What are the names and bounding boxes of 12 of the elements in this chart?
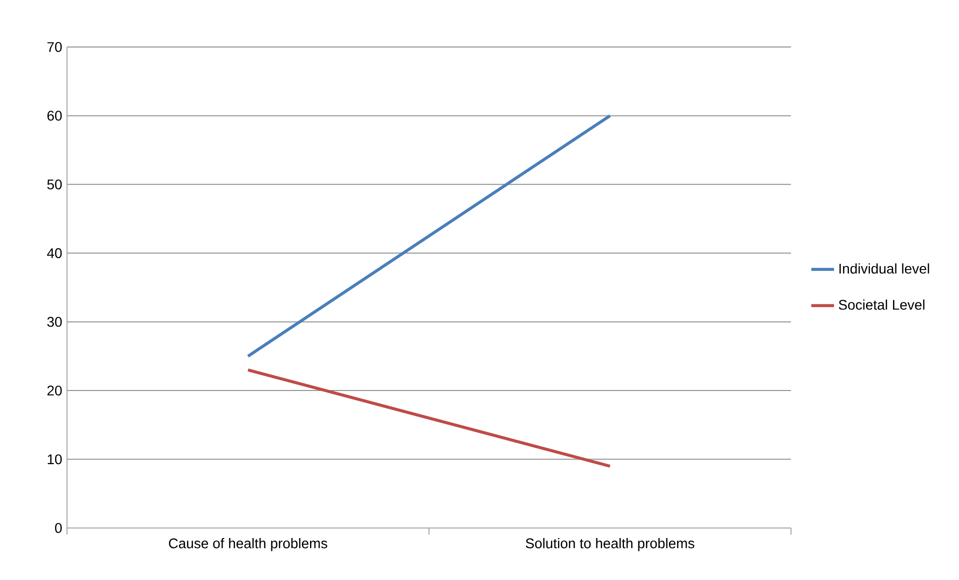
y-tick-label: 20 [47, 386, 62, 396]
y-tick-label: 0 [55, 523, 62, 533]
y-tick-label: 70 [47, 42, 62, 52]
legend-label: Societal Level [838, 299, 924, 310]
legend-label: Individual level [839, 263, 930, 274]
x-tick-label: Solution to health problems [526, 538, 694, 552]
y-tick-label: 30 [47, 316, 62, 327]
y-tick-label: 10 [48, 454, 62, 464]
y-tick-label: 50 [47, 179, 62, 190]
y-tick-label: 40 [47, 248, 62, 258]
y-tick-label: 60 [47, 110, 62, 121]
x-tick-label: Cause of health problems [168, 538, 328, 552]
